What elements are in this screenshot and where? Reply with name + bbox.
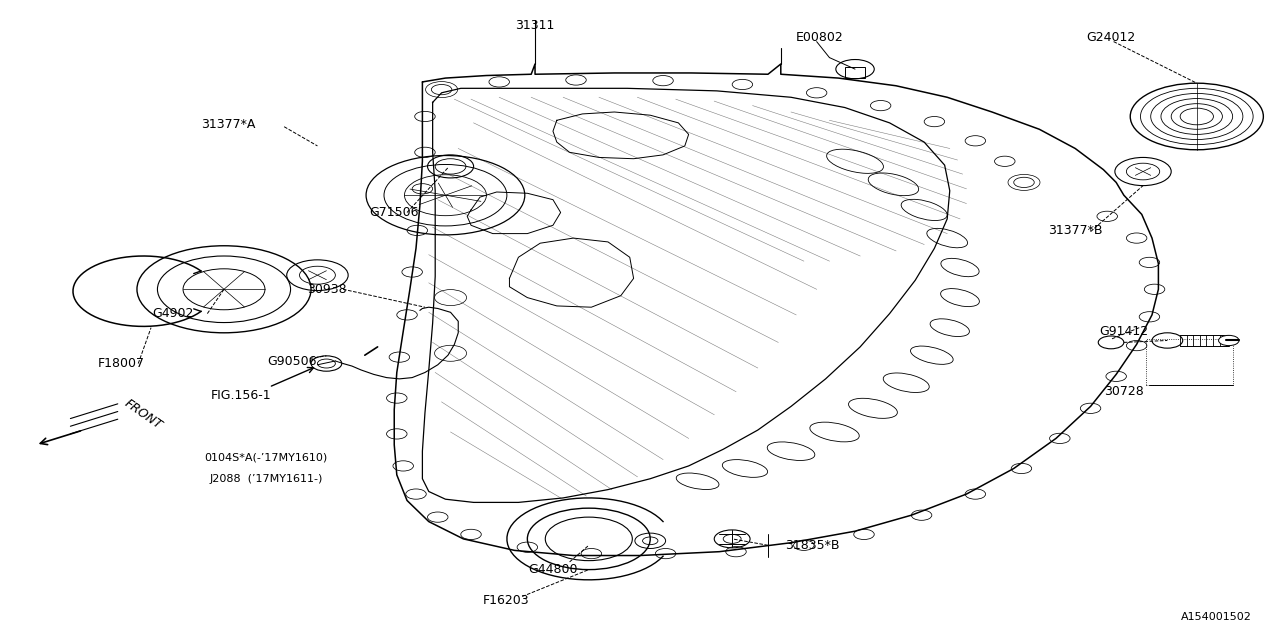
Text: A154001502: A154001502 — [1181, 612, 1252, 622]
Text: FIG.156-1: FIG.156-1 — [210, 389, 271, 402]
Text: G4902: G4902 — [152, 307, 193, 320]
Text: F16203: F16203 — [483, 594, 529, 607]
Text: 30728: 30728 — [1103, 385, 1144, 398]
Text: 31311: 31311 — [516, 19, 554, 32]
Text: 0104S*A(-’17MY1610): 0104S*A(-’17MY1610) — [205, 452, 328, 463]
Text: 31377*A: 31377*A — [201, 118, 255, 131]
Text: 31377*B: 31377*B — [1048, 224, 1102, 237]
Text: 31835*B: 31835*B — [786, 539, 840, 552]
Text: G44800: G44800 — [529, 563, 577, 576]
Text: FRONT: FRONT — [122, 397, 164, 432]
Text: 30938: 30938 — [307, 283, 346, 296]
Bar — [845, 67, 865, 78]
Text: J2088  (’17MY1611-): J2088 (’17MY1611-) — [210, 474, 323, 484]
Text: G24012: G24012 — [1087, 31, 1135, 44]
Text: G71506: G71506 — [370, 206, 419, 219]
Text: G90506: G90506 — [268, 355, 316, 368]
Text: G91412: G91412 — [1100, 325, 1148, 338]
Bar — [1146, 339, 1233, 385]
Circle shape — [1219, 335, 1239, 346]
Text: F18007: F18007 — [99, 357, 145, 370]
Text: E00802: E00802 — [795, 31, 844, 44]
